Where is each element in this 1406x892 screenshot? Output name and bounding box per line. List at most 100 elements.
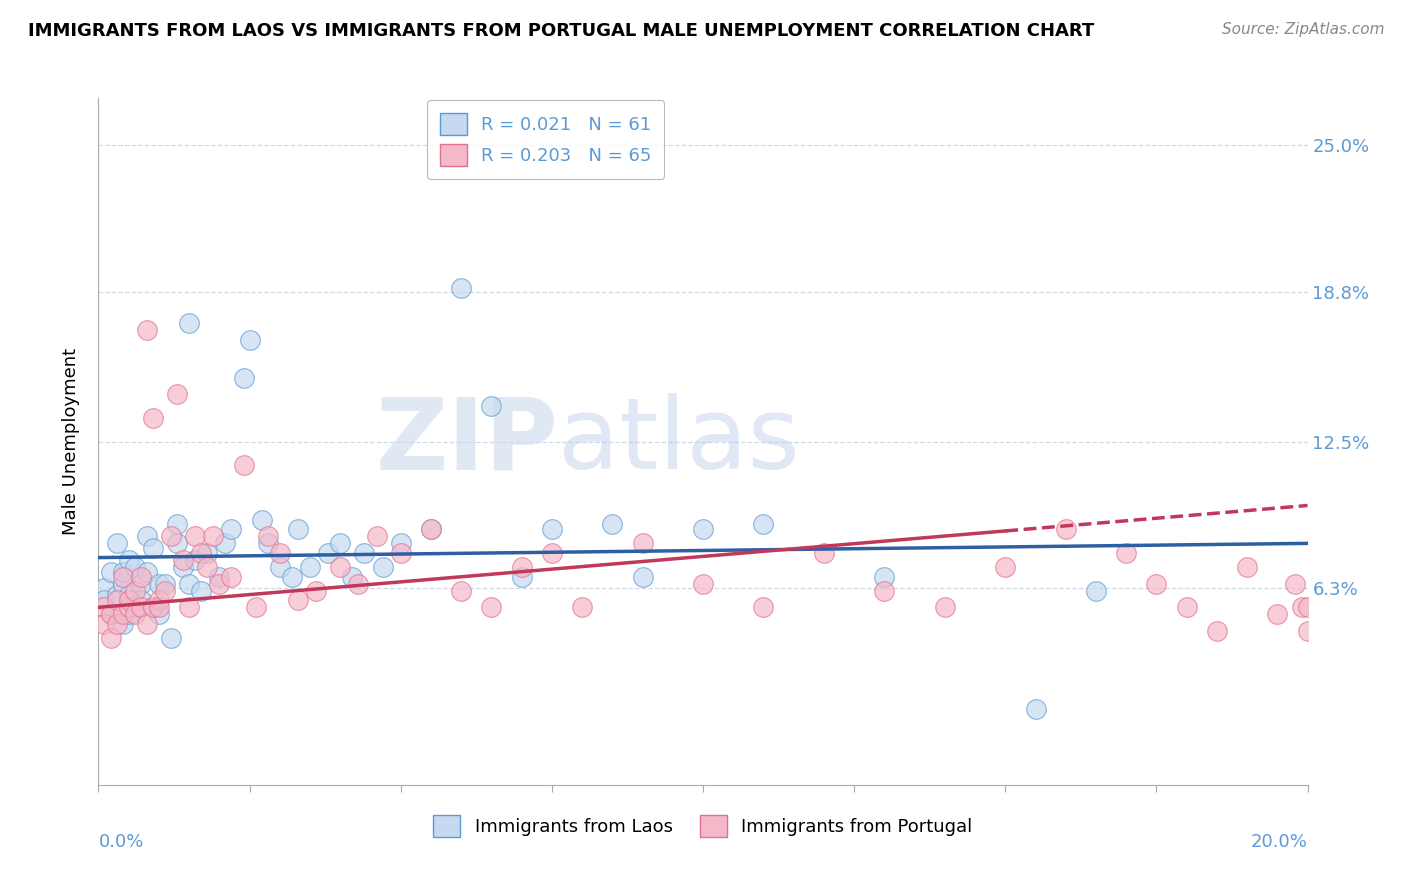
Legend: Immigrants from Laos, Immigrants from Portugal: Immigrants from Laos, Immigrants from Po… — [426, 808, 980, 845]
Point — [1054, 522, 1077, 536]
Point — [100, 565, 122, 579]
Point — [172, 553, 194, 567]
Point — [347, 576, 370, 591]
Point — [93, 616, 115, 631]
Point — [118, 589, 141, 603]
Point — [450, 583, 472, 598]
Point — [93, 582, 115, 596]
Point — [873, 569, 896, 583]
Point — [166, 536, 188, 550]
Point — [329, 536, 352, 550]
Point — [366, 529, 388, 543]
Point — [135, 616, 157, 631]
Point — [1296, 600, 1319, 615]
Point — [105, 536, 128, 550]
Point — [135, 529, 157, 543]
Point — [100, 607, 122, 622]
Point — [142, 600, 165, 615]
Point — [208, 576, 231, 591]
Point — [148, 593, 170, 607]
Text: 0.0%: 0.0% — [98, 833, 143, 851]
Point — [239, 333, 262, 347]
Point — [269, 560, 291, 574]
Text: ZIP: ZIP — [375, 393, 558, 490]
Point — [124, 583, 146, 598]
Point — [208, 569, 231, 583]
Point — [111, 607, 134, 622]
Text: Source: ZipAtlas.com: Source: ZipAtlas.com — [1222, 22, 1385, 37]
Point — [934, 600, 956, 615]
Point — [190, 546, 212, 560]
Point — [118, 607, 141, 622]
Point — [195, 546, 218, 560]
Point — [148, 607, 170, 622]
Point — [510, 560, 533, 574]
Point — [111, 576, 134, 591]
Point — [481, 600, 503, 615]
Point — [153, 583, 176, 598]
Point — [100, 631, 122, 645]
Point — [160, 529, 183, 543]
Point — [1175, 600, 1198, 615]
Point — [994, 560, 1017, 574]
Point — [202, 529, 225, 543]
Text: atlas: atlas — [558, 393, 800, 490]
Point — [129, 576, 152, 591]
Point — [93, 600, 115, 615]
Point — [221, 522, 243, 536]
Point — [692, 576, 714, 591]
Point — [124, 560, 146, 574]
Point — [214, 536, 236, 550]
Point — [510, 569, 533, 583]
Point — [118, 600, 141, 615]
Point — [179, 576, 201, 591]
Point — [1291, 600, 1313, 615]
Point — [118, 593, 141, 607]
Point — [129, 593, 152, 607]
Point — [179, 600, 201, 615]
Point — [450, 280, 472, 294]
Point — [281, 569, 304, 583]
Point — [631, 536, 654, 550]
Point — [135, 565, 157, 579]
Point — [148, 576, 170, 591]
Point — [142, 541, 165, 555]
Text: 20.0%: 20.0% — [1251, 833, 1308, 851]
Point — [287, 522, 309, 536]
Point — [105, 593, 128, 607]
Point — [1085, 583, 1108, 598]
Point — [256, 536, 278, 550]
Point — [172, 560, 194, 574]
Point — [1024, 702, 1046, 716]
Point — [195, 560, 218, 574]
Text: IMMIGRANTS FROM LAOS VS IMMIGRANTS FROM PORTUGAL MALE UNEMPLOYMENT CORRELATION C: IMMIGRANTS FROM LAOS VS IMMIGRANTS FROM … — [28, 22, 1094, 40]
Point — [420, 522, 443, 536]
Point — [1115, 546, 1137, 560]
Point — [873, 583, 896, 598]
Point — [184, 529, 207, 543]
Point — [135, 323, 157, 337]
Point — [166, 387, 188, 401]
Point — [250, 513, 273, 527]
Point — [142, 410, 165, 425]
Point — [179, 316, 201, 330]
Point — [299, 560, 322, 574]
Point — [232, 370, 254, 384]
Point — [93, 593, 115, 607]
Point — [287, 593, 309, 607]
Point — [153, 576, 176, 591]
Point — [124, 607, 146, 622]
Point — [129, 569, 152, 583]
Point — [540, 546, 562, 560]
Point — [1144, 576, 1167, 591]
Point — [269, 546, 291, 560]
Point — [221, 569, 243, 583]
Point — [124, 600, 146, 615]
Point — [371, 560, 394, 574]
Point — [389, 536, 412, 550]
Point — [256, 529, 278, 543]
Point — [148, 600, 170, 615]
Point — [329, 560, 352, 574]
Point — [631, 569, 654, 583]
Point — [571, 600, 593, 615]
